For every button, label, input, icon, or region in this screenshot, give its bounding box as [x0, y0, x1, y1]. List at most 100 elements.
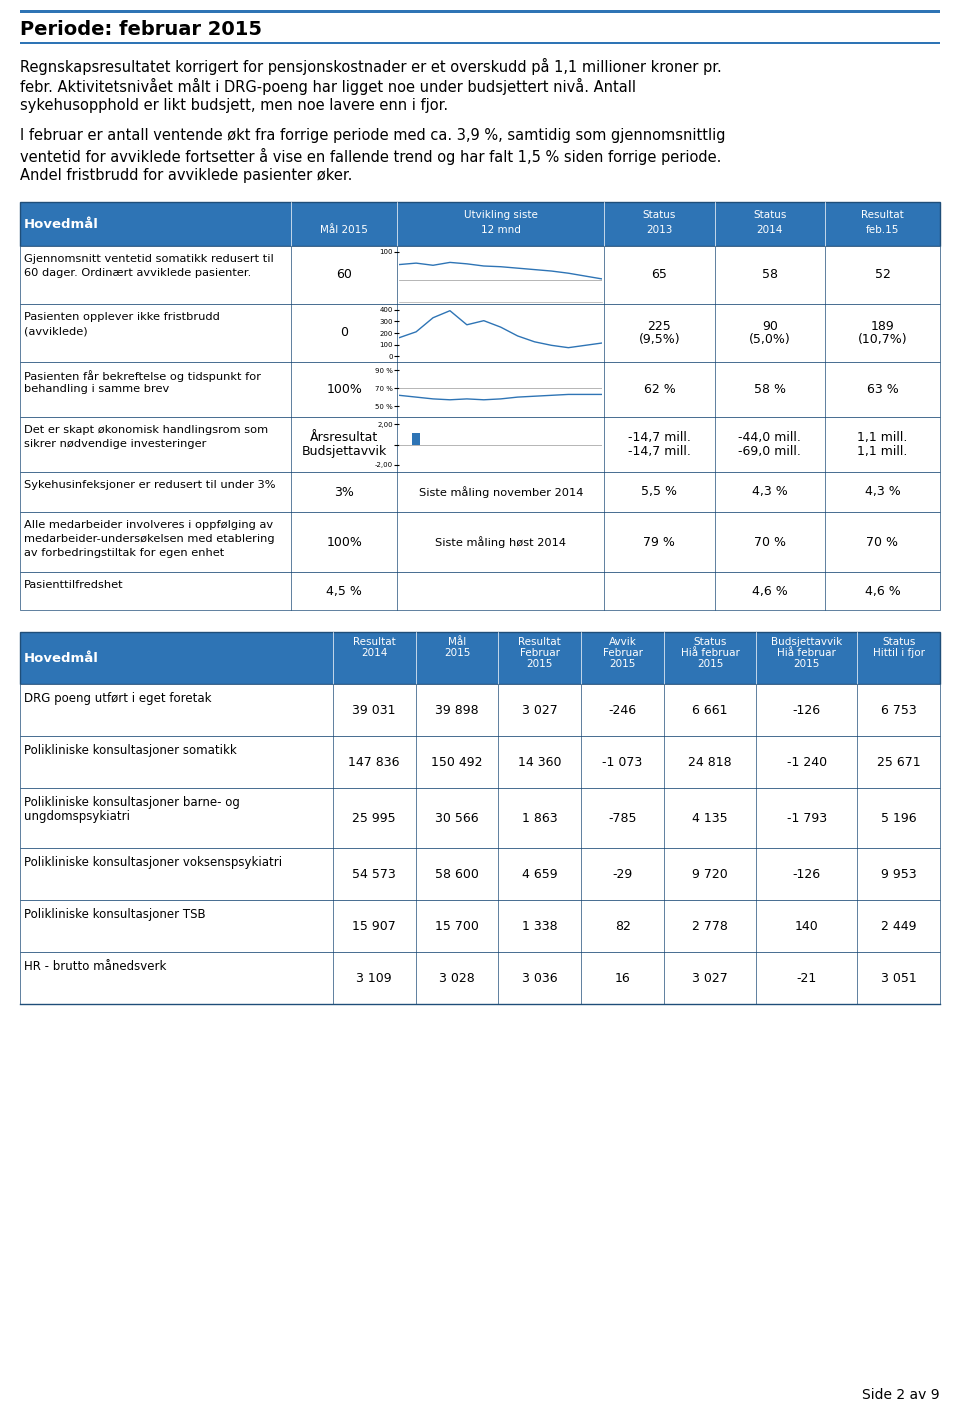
Text: Budsjettavvik: Budsjettavvik	[301, 444, 387, 459]
Text: sikrer nødvendige investeringer: sikrer nødvendige investeringer	[24, 439, 206, 449]
Text: Siste måling november 2014: Siste måling november 2014	[419, 486, 583, 498]
Bar	[20, 246, 940, 304]
Text: 2015: 2015	[697, 659, 723, 669]
Text: 3 028: 3 028	[439, 971, 475, 984]
Text: 58: 58	[762, 268, 778, 281]
Bar	[20, 572, 940, 611]
Text: 79 %: 79 %	[643, 535, 675, 548]
Text: 39 031: 39 031	[352, 703, 396, 717]
Text: 1,1 mill.: 1,1 mill.	[857, 444, 908, 459]
Bar	[20, 304, 940, 362]
Text: ventetid for avviklede fortsetter å vise en fallende trend og har falt 1,5 % sid: ventetid for avviklede fortsetter å vise…	[20, 148, 721, 165]
Text: 2014: 2014	[756, 224, 783, 234]
Text: 39 898: 39 898	[435, 703, 479, 717]
Text: 65: 65	[652, 268, 667, 281]
Text: Utvikling siste: Utvikling siste	[464, 210, 538, 220]
Text: Pasienten får bekreftelse og tidspunkt for: Pasienten får bekreftelse og tidspunkt f…	[24, 371, 261, 382]
Text: 100%: 100%	[326, 535, 362, 548]
Text: 0: 0	[340, 327, 348, 339]
Bar	[20, 788, 940, 848]
Bar	[20, 471, 940, 513]
Text: (10,7%): (10,7%)	[857, 334, 907, 346]
Text: 225: 225	[648, 320, 671, 332]
Text: -1 793: -1 793	[786, 811, 827, 825]
Text: Polikliniske konsultasjoner barne- og: Polikliniske konsultasjoner barne- og	[24, 797, 240, 809]
Text: 90: 90	[762, 320, 778, 332]
Text: Polikliniske konsultasjoner TSB: Polikliniske konsultasjoner TSB	[24, 907, 205, 922]
Text: 3%: 3%	[334, 486, 354, 498]
Text: Polikliniske konsultasjoner voksenspsykiatri: Polikliniske konsultasjoner voksenspsyki…	[24, 856, 282, 869]
Text: 5,5 %: 5,5 %	[641, 486, 678, 498]
Text: Budsjettavvik: Budsjettavvik	[771, 638, 842, 648]
Text: 16: 16	[614, 971, 631, 984]
Text: 60: 60	[336, 268, 352, 281]
Text: Februar: Februar	[519, 648, 560, 657]
Text: 2 778: 2 778	[692, 920, 728, 933]
Text: 5 196: 5 196	[880, 811, 917, 825]
Text: 25 995: 25 995	[352, 811, 396, 825]
Text: 63 %: 63 %	[867, 383, 899, 396]
Text: Hiå februar: Hiå februar	[778, 648, 836, 657]
Text: 2015: 2015	[444, 648, 470, 657]
Text: Hovedmål: Hovedmål	[24, 217, 99, 230]
Text: 189: 189	[871, 320, 895, 332]
Text: DRG poeng utført i eget foretak: DRG poeng utført i eget foretak	[24, 692, 211, 704]
Text: 150 492: 150 492	[431, 755, 483, 768]
Text: Resultat: Resultat	[353, 638, 396, 648]
Text: -126: -126	[793, 868, 821, 880]
Text: Resultat: Resultat	[861, 210, 904, 220]
Bar	[20, 417, 940, 471]
Text: Februar: Februar	[603, 648, 642, 657]
Text: Pasienten opplever ikke fristbrudd: Pasienten opplever ikke fristbrudd	[24, 312, 220, 322]
Text: 3 027: 3 027	[522, 703, 558, 717]
Text: Status: Status	[882, 638, 915, 648]
Text: (avviklede): (avviklede)	[24, 327, 87, 337]
Text: 15 907: 15 907	[352, 920, 396, 933]
Text: 4,3 %: 4,3 %	[865, 486, 900, 498]
Bar	[20, 362, 940, 417]
Text: Regnskapsresultatet korrigert for pensjonskostnader er et overskudd på 1,1 milli: Regnskapsresultatet korrigert for pensjo…	[20, 58, 722, 75]
Text: Årsresultat: Årsresultat	[310, 432, 378, 444]
Text: 6 753: 6 753	[880, 703, 917, 717]
Text: 25 671: 25 671	[876, 755, 921, 768]
Text: 58 %: 58 %	[754, 383, 786, 396]
Text: 147 836: 147 836	[348, 755, 400, 768]
Text: 4,3 %: 4,3 %	[752, 486, 787, 498]
Text: -785: -785	[609, 811, 636, 825]
Text: 70 %: 70 %	[754, 535, 786, 548]
Text: 2015: 2015	[610, 659, 636, 669]
Text: Status: Status	[753, 210, 786, 220]
Text: 4,5 %: 4,5 %	[326, 585, 362, 598]
Text: 2013: 2013	[646, 224, 673, 234]
Text: HR - brutto månedsverk: HR - brutto månedsverk	[24, 960, 166, 973]
Text: 140: 140	[795, 920, 819, 933]
Text: Alle medarbeider involveres i oppfølging av: Alle medarbeider involveres i oppfølging…	[24, 520, 274, 530]
Text: -21: -21	[797, 971, 817, 984]
Text: 15 700: 15 700	[435, 920, 479, 933]
Bar	[20, 900, 940, 951]
Text: 100%: 100%	[326, 383, 362, 396]
Text: 9 720: 9 720	[692, 868, 728, 880]
Text: -44,0 mill.: -44,0 mill.	[738, 432, 802, 444]
Text: Polikliniske konsultasjoner somatikk: Polikliniske konsultasjoner somatikk	[24, 744, 237, 757]
Text: 2014: 2014	[361, 648, 388, 657]
Text: -14,7 mill.: -14,7 mill.	[628, 432, 691, 444]
Text: -126: -126	[793, 703, 821, 717]
Text: 4 659: 4 659	[522, 868, 558, 880]
Text: Gjennomsnitt ventetid somatikk redusert til: Gjennomsnitt ventetid somatikk redusert …	[24, 254, 274, 264]
Text: 3 027: 3 027	[692, 971, 728, 984]
Text: behandling i samme brev: behandling i samme brev	[24, 383, 169, 393]
Bar	[20, 951, 940, 1004]
Bar	[412, 433, 420, 444]
Text: 54 573: 54 573	[352, 868, 396, 880]
Text: 12 mnd: 12 mnd	[481, 224, 520, 234]
Text: Status: Status	[642, 210, 676, 220]
Text: Avvik: Avvik	[609, 638, 636, 648]
Text: 9 953: 9 953	[880, 868, 917, 880]
Text: 58 600: 58 600	[435, 868, 479, 880]
Text: 1 338: 1 338	[522, 920, 558, 933]
Text: (5,0%): (5,0%)	[749, 334, 791, 346]
Text: Resultat: Resultat	[518, 638, 562, 648]
Text: 70 %: 70 %	[867, 535, 899, 548]
Text: Hiå februar: Hiå februar	[681, 648, 739, 657]
